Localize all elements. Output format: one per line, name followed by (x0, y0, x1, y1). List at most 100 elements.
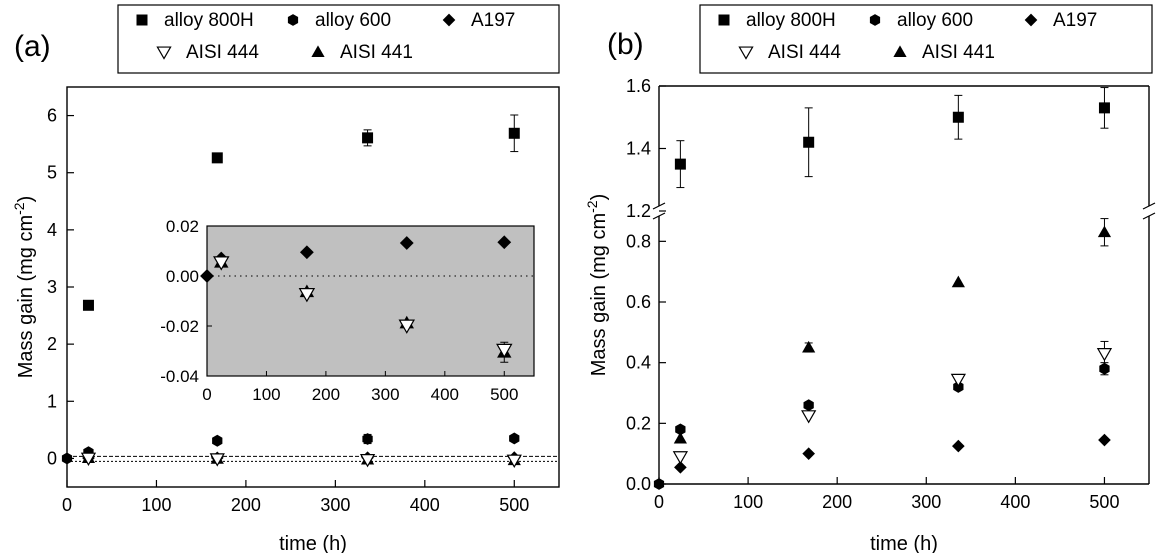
a-ytick-label: 0 (47, 448, 57, 468)
panel-label-a: (a) (14, 30, 51, 63)
b-ytick-label: 0.4 (626, 353, 651, 373)
point-alloy-600 (675, 423, 686, 436)
legend-label-a197: A197 (471, 10, 515, 31)
inset-xtick-label: 500 (490, 385, 518, 404)
legend-marker-alloy-600 (869, 14, 881, 26)
series-a197-b (674, 433, 1111, 474)
inset-point-a197 (399, 236, 414, 250)
point-aisi-444 (359, 454, 376, 468)
a-ytick-label: 6 (47, 106, 57, 126)
legend-label-a197: A197 (1053, 10, 1097, 31)
b-ytick-label: 0.8 (626, 231, 651, 251)
series-aisi-441-b (673, 218, 1112, 444)
series-alloy-600-b (653, 362, 1110, 490)
point-alloy-800h (211, 152, 223, 164)
a-xtick-label: 500 (499, 495, 529, 515)
legend-marker-alloy-800h (136, 14, 148, 26)
legend-label-aisi-441: AISI 441 (922, 42, 995, 63)
point-alloy-600 (61, 452, 73, 465)
legend-marker-aisi-441 (893, 45, 907, 57)
point-alloy-800h (82, 299, 94, 311)
point-aisi-444 (506, 454, 522, 468)
point-alloy-800h (674, 158, 686, 170)
a-xtick-label: 300 (320, 495, 350, 515)
point-aisi-444 (1096, 348, 1113, 362)
inset-xtick-label: 200 (312, 385, 340, 404)
point-a197 (674, 460, 687, 474)
a-ytick-label: 4 (47, 220, 57, 240)
y-axis-label-b: Mass gain (mg cm-2) (584, 194, 610, 377)
b-ytick-label: 1.6 (626, 76, 651, 96)
x-axis-label-a: time (h) (279, 533, 347, 553)
point-alloy-800h (952, 111, 964, 123)
point-aisi-444 (672, 451, 689, 465)
chart-a: 0 100 200 300 400 500 0 1 2 3 4 5 6 time (h) Mass gain… (11, 4, 560, 553)
b-ytick-label: 0.2 (626, 413, 651, 433)
legend-label-alloy-800h: alloy 800H (164, 10, 254, 31)
legend-marker-aisi-441 (311, 45, 325, 57)
point-alloy-800h (508, 127, 520, 139)
point-a197 (1098, 433, 1111, 447)
a-ytick-label: 5 (47, 163, 57, 183)
b-xtick-label: 300 (911, 492, 941, 512)
point-aisi-444 (209, 453, 225, 467)
y-axis-label-a: Mass gain (mg cm-2) (11, 196, 37, 379)
legend-marker-a197 (1024, 13, 1038, 27)
inset-point-aisi-444 (298, 288, 316, 303)
series-aisi-441-a (81, 451, 521, 466)
legend-label-alloy-600: alloy 600 (897, 10, 973, 31)
point-aisi-441 (802, 340, 816, 353)
inset-point-a197 (200, 269, 214, 283)
legend-marker-aisi-444 (738, 46, 754, 60)
inset-ytick-label: -0.04 (160, 367, 199, 386)
legend-marker-aisi-444 (156, 46, 172, 60)
inset-ytick-label: 0.00 (166, 267, 199, 286)
inset-xtick-label: 0 (202, 385, 211, 404)
a-ytick-label: 3 (47, 277, 57, 297)
axis-break-mark (1142, 212, 1156, 220)
point-aisi-441 (673, 431, 687, 444)
series-aisi-444-b (672, 340, 1113, 465)
b-ytick-label: 0.6 (626, 292, 651, 312)
inset-ytick-label: -0.02 (160, 317, 199, 336)
point-alloy-600 (509, 432, 520, 445)
legend-label-aisi-444: AISI 444 (768, 42, 841, 63)
series-a197-a (82, 451, 521, 465)
series-alloy-800h-a (82, 114, 520, 311)
legend-label-aisi-441: AISI 441 (340, 42, 413, 63)
point-alloy-800h (803, 136, 815, 148)
inset-point-a197 (497, 235, 512, 250)
legend-frame (117, 4, 560, 74)
point-aisi-441 (1097, 225, 1112, 238)
b-xtick-label: 500 (1089, 492, 1119, 512)
a-xtick-label: 200 (231, 495, 261, 515)
legend-marker-a197 (442, 13, 456, 27)
point-aisi-444 (801, 410, 817, 424)
point-a197 (802, 447, 815, 460)
a-ytick-label: 2 (47, 334, 57, 354)
a-xtick-label: 0 (62, 495, 72, 515)
inset-xtick-label: 300 (371, 385, 399, 404)
point-alloy-800h (1098, 102, 1110, 114)
axis-break-mark (1142, 202, 1156, 210)
inset-frame (206, 225, 535, 377)
series-alloy-600-a (61, 432, 520, 465)
inset-point-aisi-444 (398, 319, 416, 334)
legend-label-alloy-600: alloy 600 (315, 10, 391, 31)
series-aisi-444-a (80, 452, 522, 468)
inset-point-a197 (299, 245, 314, 260)
legend-marker-alloy-600 (287, 14, 299, 26)
point-aisi-444 (950, 373, 966, 388)
inset-series-aisi-444 (213, 256, 513, 359)
series-alloy-800h-b (674, 87, 1110, 189)
b-xtick-label: 200 (822, 492, 852, 512)
legend-label-aisi-444: AISI 444 (186, 42, 259, 63)
inset-ytick-label: 0.02 (166, 217, 199, 236)
legend-marker-alloy-800h (718, 14, 730, 26)
chart-b: 0 100 200 300 400 500 0.0 0.2 0.4 0.6 0.8 1.2 1.4 1.6… (584, 4, 1156, 553)
a-xtick-label: 400 (410, 495, 440, 515)
point-aisi-441 (951, 275, 965, 288)
b-xtick-label: 400 (1000, 492, 1030, 512)
x-axis-label-b: time (h) (870, 533, 938, 553)
